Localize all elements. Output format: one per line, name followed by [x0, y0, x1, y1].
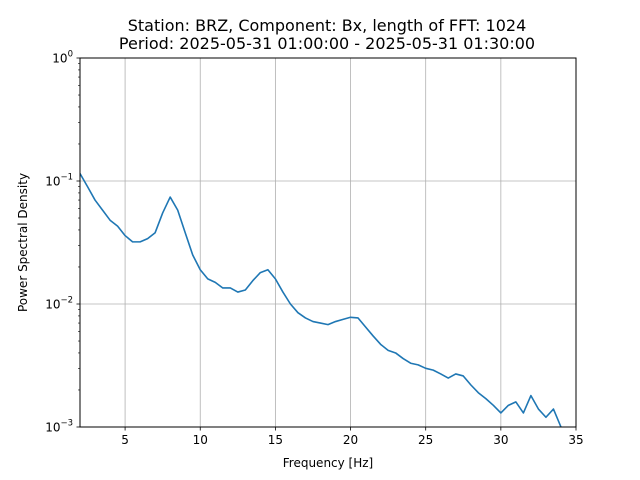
chart-title-line-2: Period: 2025-05-31 01:00:00 - 2025-05-31…: [119, 34, 535, 53]
y-tick-base: 10: [45, 421, 60, 435]
x-axis-label: Frequency [Hz]: [283, 456, 374, 470]
y-tick-exponent: −3: [60, 419, 73, 429]
chart-title-line-1: Station: BRZ, Component: Bx, length of F…: [128, 16, 527, 35]
y-tick-label: 100: [52, 50, 73, 66]
x-tick-label: 5: [121, 433, 129, 447]
y-tick-label: 10−2: [45, 296, 73, 312]
y-tick-base: 10: [45, 298, 60, 312]
x-tick-label: 10: [193, 433, 208, 447]
y-tick-exponent: 0: [68, 50, 73, 60]
y-tick-exponent: −2: [60, 296, 73, 306]
y-tick-exponent: −1: [60, 173, 73, 183]
y-axis-label: Power Spectral Density: [16, 173, 30, 312]
grid: [80, 58, 576, 427]
axes-frame: [79, 57, 577, 428]
y-tick-base: 10: [52, 52, 67, 66]
x-tick-label: 25: [418, 433, 433, 447]
x-tick-label: 20: [343, 433, 358, 447]
y-tick-label: 10−3: [45, 419, 73, 435]
x-tick-label: 15: [268, 433, 283, 447]
y-tick-base: 10: [45, 175, 60, 189]
psd-series-line: [80, 173, 562, 427]
series-layer: [80, 173, 562, 427]
x-tick-label: 35: [568, 433, 583, 447]
x-tick-label: 30: [493, 433, 508, 447]
y-tick-label: 10−1: [45, 173, 73, 189]
